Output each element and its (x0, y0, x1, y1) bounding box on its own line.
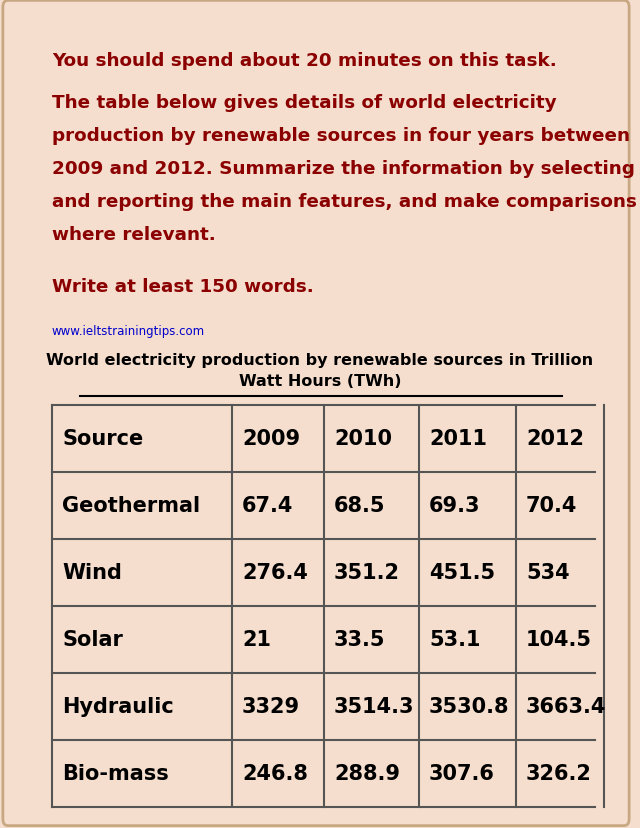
Text: 3514.3: 3514.3 (334, 696, 415, 717)
Text: 288.9: 288.9 (334, 763, 400, 783)
Text: The table below gives details of world electricity: The table below gives details of world e… (52, 94, 557, 112)
Text: Bio-mass: Bio-mass (62, 763, 169, 783)
Text: Hydraulic: Hydraulic (62, 696, 173, 717)
Text: 2009: 2009 (242, 429, 300, 449)
Text: 246.8: 246.8 (242, 763, 308, 783)
Text: 68.5: 68.5 (334, 496, 385, 516)
Text: 70.4: 70.4 (526, 496, 577, 516)
Text: 33.5: 33.5 (334, 630, 385, 650)
Text: Write at least 150 words.: Write at least 150 words. (52, 277, 314, 296)
Text: where relevant.: where relevant. (52, 226, 216, 243)
Text: and reporting the main features, and make comparisons: and reporting the main features, and mak… (52, 193, 637, 211)
Text: 351.2: 351.2 (334, 563, 400, 583)
Text: Watt Hours (TWh): Watt Hours (TWh) (239, 373, 401, 388)
Text: Wind: Wind (62, 563, 122, 583)
Text: 2011: 2011 (429, 429, 487, 449)
Text: You should spend about 20 minutes on this task.: You should spend about 20 minutes on thi… (52, 52, 557, 70)
Text: 67.4: 67.4 (242, 496, 293, 516)
Text: Source: Source (62, 429, 143, 449)
Text: 307.6: 307.6 (429, 763, 495, 783)
Text: 534: 534 (526, 563, 570, 583)
Text: 53.1: 53.1 (429, 630, 481, 650)
Text: 69.3: 69.3 (429, 496, 481, 516)
Text: 2012: 2012 (526, 429, 584, 449)
Text: 326.2: 326.2 (526, 763, 592, 783)
Text: www.ieltstrainingtips.com: www.ieltstrainingtips.com (52, 325, 205, 338)
Text: Geothermal: Geothermal (62, 496, 200, 516)
Text: 21: 21 (242, 630, 271, 650)
Text: Solar: Solar (62, 630, 123, 650)
Text: 2010: 2010 (334, 429, 392, 449)
Text: 3329: 3329 (242, 696, 300, 717)
Text: 104.5: 104.5 (526, 630, 592, 650)
Text: 276.4: 276.4 (242, 563, 308, 583)
Text: production by renewable sources in four years between: production by renewable sources in four … (52, 127, 630, 145)
Text: 3530.8: 3530.8 (429, 696, 509, 717)
Text: 3663.4: 3663.4 (526, 696, 606, 717)
Text: 451.5: 451.5 (429, 563, 495, 583)
Text: World electricity production by renewable sources in Trillion: World electricity production by renewabl… (47, 353, 593, 368)
Text: 2009 and 2012. Summarize the information by selecting: 2009 and 2012. Summarize the information… (52, 160, 635, 178)
